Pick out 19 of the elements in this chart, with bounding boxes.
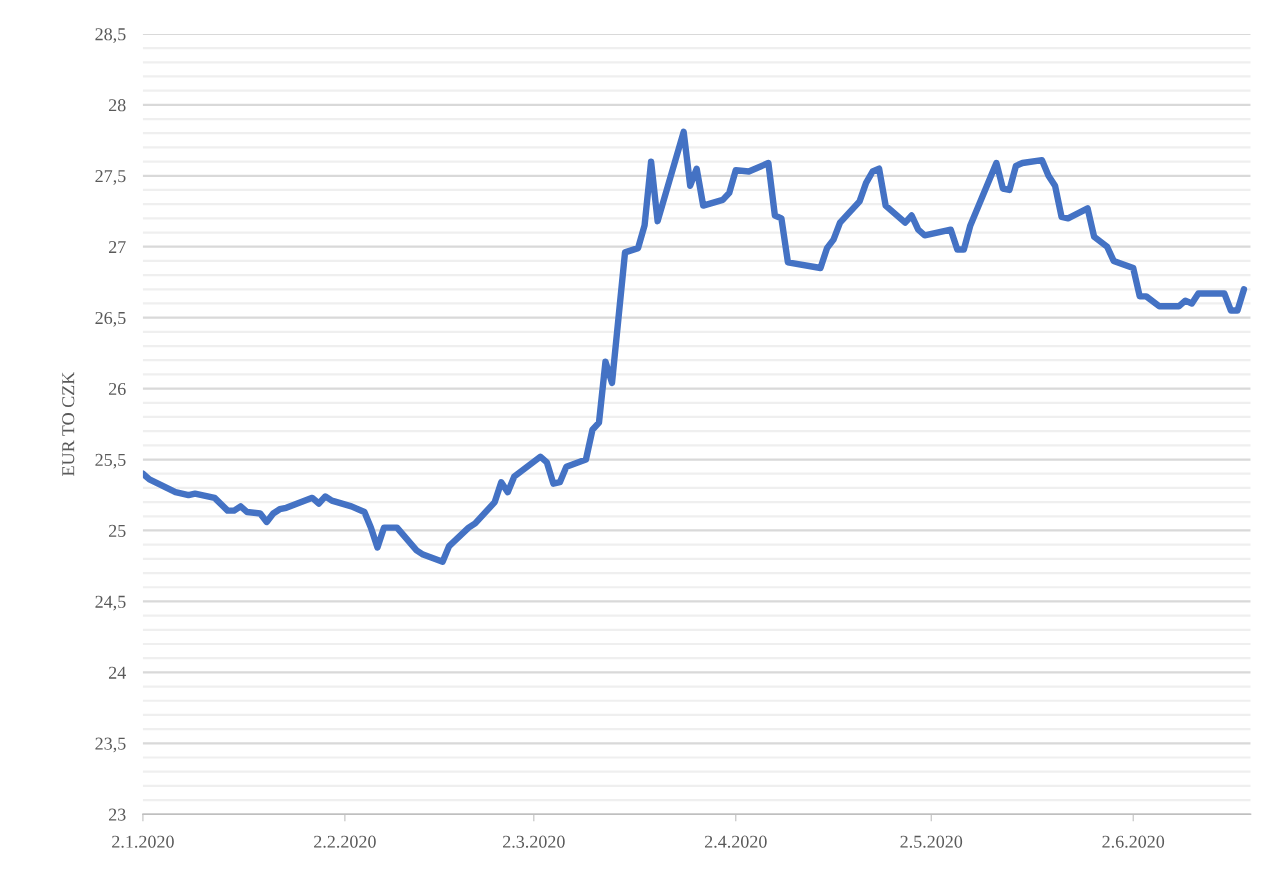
y-tick-label: 24,5 — [95, 595, 126, 611]
y-tick-label: 26 — [108, 382, 126, 396]
y-tick-label: 25 — [108, 524, 126, 537]
y-tick-label: 24 — [108, 666, 126, 679]
y-tick-label: 23,5 — [95, 737, 126, 753]
y-tick-label: 23 — [108, 808, 126, 821]
y-tick-label: 27,5 — [95, 170, 126, 185]
x-tick-label: 2.5.2020 — [900, 835, 963, 848]
x-tick-label: 2.3.2020 — [503, 835, 565, 848]
y-tick-label: 28 — [108, 99, 126, 112]
y-tick-label: 25,5 — [95, 453, 126, 469]
x-tick-label: 2.4.2020 — [704, 835, 767, 848]
y-tick-label: 26,5 — [95, 311, 126, 327]
x-tick-label: 2.2.2020 — [314, 835, 376, 848]
y-tick-label: 27 — [108, 241, 126, 253]
x-tick-label: 2.1.2020 — [112, 835, 174, 848]
x-tick-label: 2.6.2020 — [1102, 835, 1165, 848]
y-tick-label: 28,5 — [95, 28, 126, 43]
y-axis-title: EUR TO CZK — [62, 371, 75, 476]
